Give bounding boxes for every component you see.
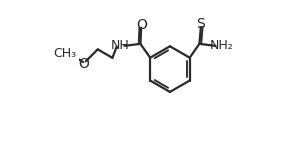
Text: CH₃: CH₃ [54, 46, 77, 60]
Text: NH: NH [111, 39, 130, 52]
Text: O: O [136, 18, 147, 32]
Text: O: O [79, 57, 89, 71]
Text: NH₂: NH₂ [210, 39, 233, 52]
Text: S: S [196, 17, 205, 31]
